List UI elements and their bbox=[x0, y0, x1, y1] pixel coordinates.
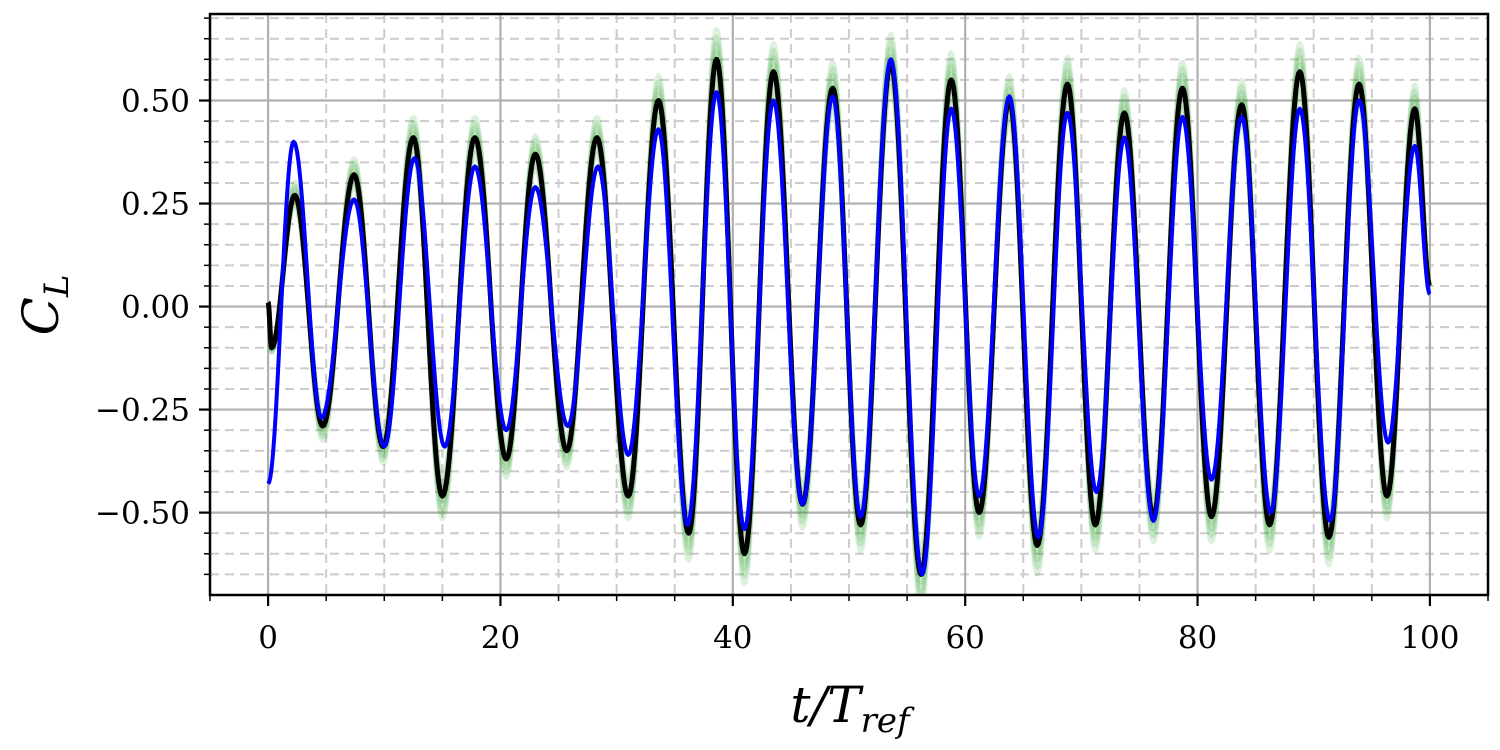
y-tick-label: 0.00 bbox=[121, 290, 190, 326]
y-axis-label-main: C bbox=[12, 297, 70, 335]
x-axis-label-main: t/T bbox=[790, 676, 864, 734]
y-tick-label: −0.25 bbox=[95, 393, 190, 429]
x-axis-label: t/Tref bbox=[790, 676, 915, 741]
x-tick-label: 20 bbox=[481, 620, 520, 656]
x-axis-label-sub: ref bbox=[861, 701, 915, 741]
x-tick-label: 100 bbox=[1400, 620, 1459, 656]
y-tick-label: 0.25 bbox=[121, 187, 190, 223]
series-lines bbox=[265, 56, 1432, 577]
x-tick-label: 60 bbox=[945, 620, 984, 656]
prediction-series-line bbox=[266, 57, 1432, 577]
y-axis-label: CL bbox=[12, 275, 77, 336]
x-axis: 0 20 40 60 80 100 bbox=[209, 595, 1489, 656]
y-axis: 0.50 0.25 0.00 −0.25 −0.50 bbox=[95, 17, 210, 576]
y-tick-label: −0.50 bbox=[95, 496, 190, 532]
x-tick-label: 80 bbox=[1178, 620, 1217, 656]
y-tick-label: 0.50 bbox=[121, 84, 190, 120]
x-tick-label: 40 bbox=[713, 620, 752, 656]
x-tick-label: 0 bbox=[258, 620, 278, 656]
y-axis-label-sub: L bbox=[37, 275, 77, 299]
